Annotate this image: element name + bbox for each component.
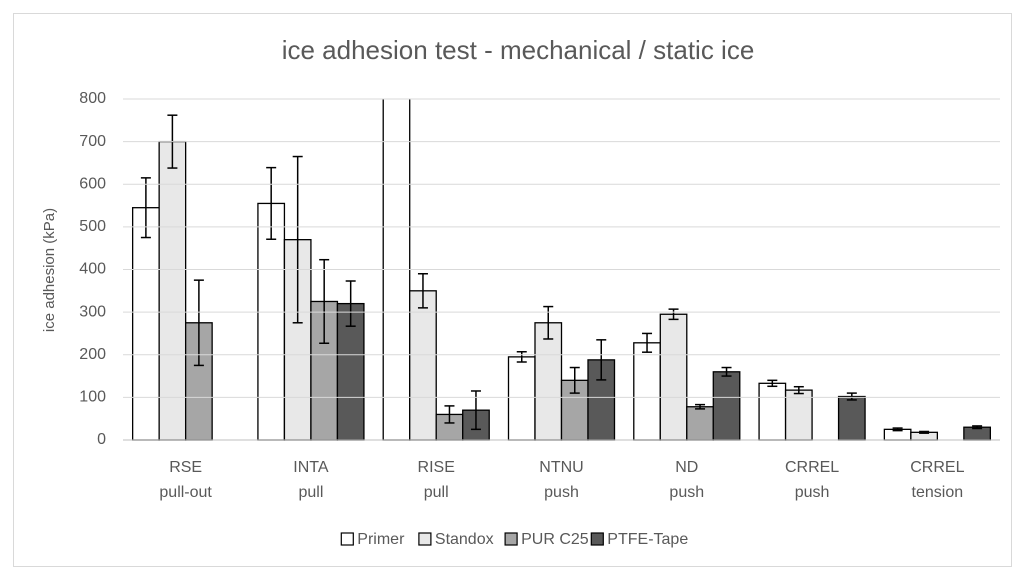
- y-tick-label: 800: [79, 90, 106, 107]
- error-bar: [721, 366, 732, 377]
- error-bar: [417, 273, 428, 309]
- x-tick-label: RSE: [169, 459, 202, 476]
- x-tick-label: pull: [424, 484, 449, 501]
- error-bar: [892, 427, 903, 432]
- y-tick-label: 300: [79, 303, 106, 320]
- y-tick-label: 0: [97, 431, 106, 448]
- y-tick-label: 400: [79, 261, 106, 278]
- bar: [686, 406, 714, 441]
- error-bar: [193, 279, 204, 367]
- x-tick-label: push: [669, 484, 704, 501]
- legend-label: PTFE-Tape: [607, 531, 688, 548]
- y-tick-label: 200: [79, 346, 106, 363]
- legend-swatch: [504, 532, 518, 546]
- legend-swatch: [418, 532, 432, 546]
- error-bar: [919, 430, 930, 434]
- bar: [382, 99, 411, 441]
- bar: [784, 389, 813, 441]
- bar: [659, 313, 688, 441]
- error-bar: [569, 366, 580, 394]
- chart-title: ice adhesion test - mechanical / static …: [282, 35, 755, 65]
- x-tick-label: CRREL: [910, 459, 964, 476]
- bar: [409, 290, 437, 441]
- error-bar: [516, 351, 527, 363]
- plot: [131, 99, 992, 441]
- bar: [758, 382, 787, 441]
- legend-label: Standox: [435, 531, 494, 548]
- error-bar: [695, 403, 706, 410]
- error-bar: [668, 308, 679, 321]
- bar: [712, 371, 741, 441]
- x-tick-label: CRREL: [785, 459, 839, 476]
- error-bar: [767, 379, 778, 388]
- error-bar: [596, 339, 607, 381]
- error-bar: [345, 280, 356, 327]
- y-tick-label: 700: [79, 133, 106, 150]
- error-bar: [642, 332, 653, 353]
- y-tick-label: 100: [79, 389, 106, 406]
- error-bar: [846, 392, 857, 401]
- error-bar: [793, 385, 804, 395]
- error-bar: [444, 405, 455, 424]
- x-tick-label: pull-out: [159, 484, 212, 501]
- bar: [633, 342, 661, 441]
- bar: [534, 322, 563, 441]
- x-tick-label: tension: [912, 484, 964, 501]
- x-tick-label: RISE: [418, 459, 455, 476]
- legend-label: Primer: [357, 531, 405, 548]
- bar: [837, 395, 866, 441]
- bar: [507, 356, 536, 441]
- y-tick-label: 500: [79, 218, 106, 235]
- legend-swatch: [340, 532, 354, 546]
- y-axis-label: ice adhesion (kPa): [41, 208, 58, 332]
- error-bar: [972, 425, 983, 430]
- x-tick-label: pull: [298, 484, 323, 501]
- bar: [158, 140, 187, 441]
- legend-swatch: [590, 532, 604, 546]
- x-tick-label: NTNU: [539, 459, 583, 476]
- y-tick-label: 600: [79, 175, 106, 192]
- error-bar: [319, 258, 330, 344]
- bar: [131, 207, 160, 441]
- legend-label: PUR C25: [521, 531, 589, 548]
- x-tick-label: push: [544, 484, 579, 501]
- x-tick-label: ND: [675, 459, 698, 476]
- x-tick-label: INTA: [293, 459, 329, 476]
- x-tick-label: push: [795, 484, 830, 501]
- error-bar: [140, 177, 151, 239]
